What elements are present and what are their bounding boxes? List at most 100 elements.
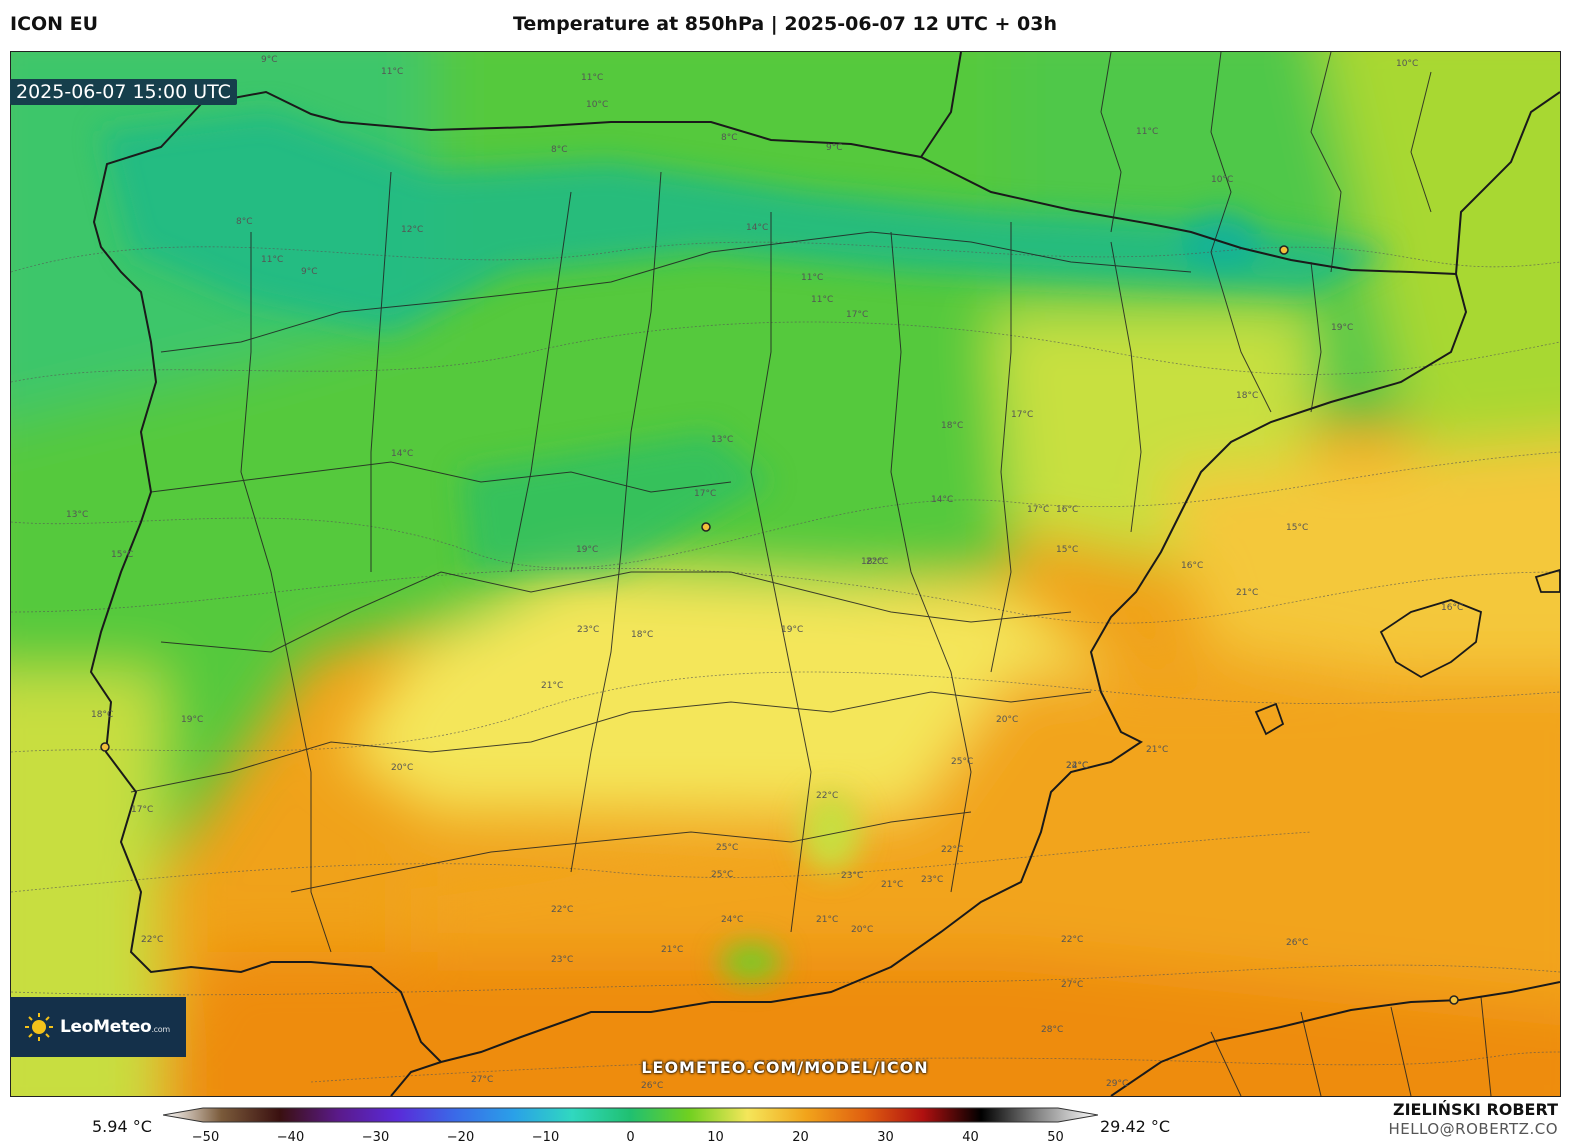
menorca xyxy=(1534,569,1560,593)
isotherm-label: 22°C xyxy=(816,791,838,801)
isotherm-label: 14°C xyxy=(746,223,768,233)
isotherm-label: 23°C xyxy=(577,625,599,635)
isotherm-label: 19°C xyxy=(576,545,598,555)
isotherm-label: 18°C xyxy=(91,710,113,720)
colorbar-tick-label: −10 xyxy=(531,1130,560,1145)
ibiza xyxy=(1254,702,1285,736)
isotherm-label: 23°C xyxy=(921,875,943,885)
isotherm-label: 16°C xyxy=(1441,603,1463,613)
iberia-coastline xyxy=(89,90,1468,1064)
isotherm-label: 15°C xyxy=(1286,523,1308,533)
isotherm-label: 17°C xyxy=(846,310,868,320)
isotherm-label: 10°C xyxy=(586,100,608,110)
isotherm-label: 25°C xyxy=(716,843,738,853)
colorbar-tick-label: 30 xyxy=(877,1130,894,1145)
map-frame[interactable]: 9°C 11°C 11°C 10°C 8°C 8°C 9°C 11°C 10°C 10°C 12°C… xyxy=(10,51,1561,1097)
isotherm-label: 23°C xyxy=(841,871,863,881)
city-lisboa[interactable] xyxy=(100,742,110,752)
colorbar-tick-label: 20 xyxy=(792,1130,809,1145)
isotherm-label: 27°C xyxy=(1061,980,1083,990)
isotherm-label: 11°C xyxy=(1136,127,1158,137)
isotherm-label: 17°C xyxy=(694,489,716,499)
valid-time-badge: 2025-06-07 15:00 UTC xyxy=(10,79,237,105)
isotherm-label: 18°C xyxy=(941,421,963,431)
colorbar-tick-label: −30 xyxy=(361,1130,390,1145)
isotherm-label: 8°C xyxy=(236,217,253,227)
isotherm-label: 17°C xyxy=(131,805,153,815)
isotherm-label: 18°C xyxy=(1236,391,1258,401)
isotherm-label: 8°C xyxy=(721,133,738,143)
colorbar-tick-label: 0 xyxy=(626,1130,635,1145)
isotherm-label: 20°C xyxy=(391,763,413,773)
author-name: ZIELIŃSKI ROBERT xyxy=(1392,1100,1558,1119)
city-madrid[interactable] xyxy=(701,522,711,532)
temperature-map[interactable]: 9°C 11°C 11°C 10°C 8°C 8°C 9°C 11°C 10°C 10°C 12°C… xyxy=(11,52,1560,1096)
isotherm-label: 27°C xyxy=(471,1075,493,1085)
isotherm-lines xyxy=(11,241,1560,1083)
isotherm-label: 22°C xyxy=(551,905,573,915)
colorbar-tick-label: −50 xyxy=(191,1130,220,1145)
isotherm-label: 24°C xyxy=(1066,761,1088,771)
leometeo-logo[interactable]: LeoMeteo.com xyxy=(10,997,186,1057)
colorbar-tick-label: −20 xyxy=(446,1130,475,1145)
isotherm-label: 11°C xyxy=(261,255,283,265)
isotherm-label: 22°C xyxy=(866,557,888,567)
mallorca xyxy=(1379,599,1483,679)
isotherm-label: 25°C xyxy=(711,870,733,880)
isotherm-label: 9°C xyxy=(261,55,278,65)
isotherm-label: 25°C xyxy=(951,757,973,767)
isotherm-labels: 9°C 11°C 11°C 10°C 8°C 8°C 9°C 11°C 10°C 10°C 12°C… xyxy=(66,55,1463,1091)
isotherm-label: 9°C xyxy=(826,143,843,153)
model-name: ICON EU xyxy=(10,13,99,35)
isotherm-label: 22°C xyxy=(1066,761,1088,771)
logo-text: LeoMeteo.com xyxy=(60,1017,170,1037)
isotherm-label: 11°C xyxy=(381,67,403,77)
isotherm-label: 12°C xyxy=(401,225,423,235)
isotherm-label: 26°C xyxy=(1286,938,1308,948)
isotherm-label: 13°C xyxy=(66,510,88,520)
colorbar-min-label: 5.94 °C xyxy=(92,1117,152,1136)
city-markers xyxy=(100,245,1459,1005)
africa-coastline xyxy=(1110,981,1560,1096)
isotherm-label: 16°C xyxy=(1181,561,1203,571)
isotherm-label: 18°C xyxy=(631,630,653,640)
isotherm-label: 16°C xyxy=(1056,505,1078,515)
isotherm-label: 28°C xyxy=(1041,1025,1063,1035)
sun-icon xyxy=(25,1013,53,1041)
isotherm-label: 21°C xyxy=(1236,588,1258,598)
isotherm-label: 22°C xyxy=(941,845,963,855)
colorbar-tick-label: 40 xyxy=(962,1130,979,1145)
author-email[interactable]: HELLO@ROBERTZ.CO xyxy=(1388,1120,1558,1138)
isotherm-label: 20°C xyxy=(851,925,873,935)
isotherm-label: 19°C xyxy=(181,715,203,725)
colorbar xyxy=(163,1107,1098,1123)
isotherm-label: 10°C xyxy=(1211,175,1233,185)
isotherm-label: 21°C xyxy=(881,880,903,890)
isotherm-label: 22°C xyxy=(141,935,163,945)
isotherm-label: 22°C xyxy=(1061,935,1083,945)
isotherm-label: 21°C xyxy=(661,945,683,955)
isotherm-label: 20°C xyxy=(996,715,1018,725)
chart-title: Temperature at 850hPa | 2025-06-07 12 UT… xyxy=(512,13,1058,35)
city-alger[interactable] xyxy=(1449,995,1459,1005)
isotherm-label: 21°C xyxy=(541,681,563,691)
colorbar-tick-label: 50 xyxy=(1047,1130,1064,1145)
isotherm-label: 14°C xyxy=(391,449,413,459)
isotherm-label: 26°C xyxy=(641,1081,663,1091)
isotherm-label: 13°C xyxy=(711,435,733,445)
isotherm-label: 17°C xyxy=(1011,410,1033,420)
isotherm-label: 8°C xyxy=(551,145,568,155)
city-barcelona[interactable] xyxy=(1279,245,1289,255)
isotherm-label: 19°C xyxy=(781,625,803,635)
region-borders xyxy=(130,52,1492,1096)
isotherm-label: 11°C xyxy=(811,295,833,305)
france-coastline xyxy=(920,52,962,158)
isotherm-label: 15°C xyxy=(111,550,133,560)
isotherm-label: 19°C xyxy=(1331,323,1353,333)
isotherm-label: 9°C xyxy=(301,267,318,277)
isotherm-label: 29°C xyxy=(1106,1079,1128,1089)
isotherm-label: 15°C xyxy=(1056,545,1078,555)
isotherm-label: 21°C xyxy=(1146,745,1168,755)
isotherm-label: 21°C xyxy=(816,915,838,925)
isotherm-label: 17°C xyxy=(1027,505,1049,515)
